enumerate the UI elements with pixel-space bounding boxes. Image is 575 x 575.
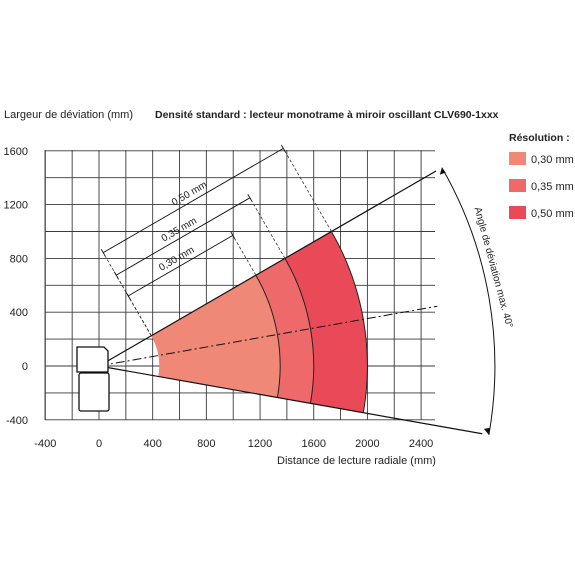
- angle-arrow: [439, 167, 446, 175]
- scanner-head: [76, 346, 109, 373]
- x-tick-label: 1600: [301, 438, 325, 450]
- dim-line: [128, 235, 234, 297]
- y-tick-label: 1600: [4, 146, 28, 158]
- x-tick-label: 2000: [355, 438, 379, 450]
- y-tick-label: 0: [22, 361, 28, 373]
- y-axis-label: Largeur de déviation (mm): [4, 109, 133, 121]
- dim-tick: [230, 231, 236, 240]
- y-tick-label: 800: [10, 253, 28, 265]
- reading-zones: [151, 231, 368, 413]
- dim-label: 0,30 mm: [157, 245, 196, 274]
- x-tick-label: 1200: [248, 438, 272, 450]
- legend-title: Résolution :: [509, 132, 570, 144]
- x-tick-label: 0: [96, 438, 102, 450]
- scanner-icon: [76, 346, 110, 412]
- dim-tick: [247, 194, 253, 202]
- dim-extension: [285, 151, 332, 232]
- y-tick-label: 1200: [4, 200, 28, 212]
- dim-tick: [100, 248, 106, 257]
- upper-field-line: [98, 170, 437, 367]
- dim-tick: [113, 271, 119, 279]
- dim-extension: [251, 201, 286, 259]
- dim-extension: [129, 299, 152, 336]
- dim-extension: [234, 238, 257, 276]
- angle-arrow: [483, 427, 490, 435]
- legend-label: 0,30 mm: [531, 154, 574, 166]
- zone-030: [151, 275, 281, 398]
- legend-label: 0,35 mm: [531, 181, 574, 193]
- legend: Résolution : 0,30 mm 0,35 mm 0,50 mm: [509, 132, 574, 220]
- x-axis-label: Distance de lecture radiale (mm): [277, 455, 436, 467]
- dim-line: [102, 148, 284, 254]
- zone-arc: [255, 274, 281, 398]
- scanner-body: [78, 372, 110, 412]
- angle-label: Angle de déviation max. 40°: [472, 206, 515, 329]
- tick-labels: -400 0 400 800 1200 1600 2000 2400 -400 0 400 800 12…: [4, 146, 434, 450]
- legend-swatch: [509, 206, 526, 219]
- dim-line: [116, 197, 251, 276]
- zone-arc: [284, 258, 315, 404]
- x-tick-label: 800: [197, 438, 215, 450]
- center-axis-line: [98, 305, 438, 367]
- x-tick-label: -400: [34, 438, 56, 450]
- lower-field-line: [98, 365, 483, 435]
- y-tick-label: 400: [10, 307, 28, 319]
- legend-swatch: [509, 152, 526, 165]
- legend-swatch: [509, 179, 526, 192]
- dim-tick: [125, 292, 131, 300]
- chart-title: Densité standard : lecteur monotrame à m…: [155, 109, 499, 121]
- y-tick-label: -400: [6, 415, 28, 427]
- field-lines: [98, 170, 483, 435]
- legend-label: 0,50 mm: [531, 208, 574, 220]
- x-tick-label: 2400: [409, 438, 433, 450]
- x-tick-label: 400: [144, 438, 162, 450]
- dim-tick: [280, 144, 286, 153]
- angle-arc: [441, 167, 496, 435]
